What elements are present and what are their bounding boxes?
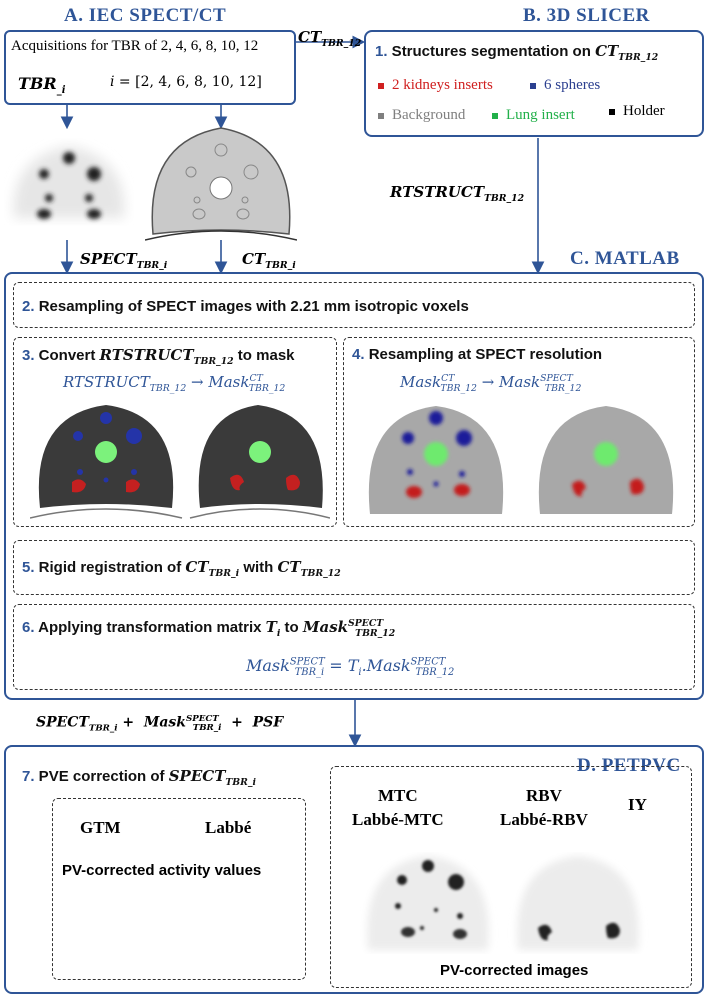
method-mtc: MTC Labbé-MTC [352, 786, 444, 829]
acquisitions-text: Acquisitions for TBR of 2, 4, 6, 8, 10, … [11, 38, 259, 54]
ct-mask-right [189, 405, 330, 519]
legend-spheres: 6 spheres [530, 77, 600, 94]
tbr-i-label: TBR_i [18, 74, 66, 97]
panel-b-box [364, 30, 704, 137]
step3-equation: RTSTRUCTTBR_12 → MaskCTTBR_12 [63, 373, 286, 394]
step3-mask-images [30, 405, 330, 519]
legend-kidneys: 2 kidneys inserts [378, 77, 493, 94]
step3-label: 3. Convert RTSTRUCTTBR_12 to mask [22, 346, 295, 367]
method-gtm: GTM [80, 818, 121, 837]
method-iy: IY [628, 795, 647, 814]
rbv-corrected-image [517, 856, 639, 950]
section-b-title: B. 3D SLICER [523, 5, 650, 26]
corrected-images-box [330, 766, 692, 988]
step1-label: 1. Structures segmentation on CTTBR_12 [375, 42, 659, 63]
step6-box [13, 604, 695, 690]
section-d-title: D. PETPVC [577, 755, 681, 776]
ct-phantom-image [145, 127, 297, 241]
index-definition: i = [2, 4, 6, 8, 10, 12] [110, 74, 262, 90]
step6-equation: MaskSPECTTBR_i = Ti.MaskSPECTTBR_12 [246, 656, 455, 679]
legend-lung: Lung insert [492, 107, 575, 124]
step2-box [13, 282, 695, 328]
legend-holder: Holder [609, 103, 665, 120]
pv-corrected-images [367, 856, 639, 950]
step1-num: 1. [375, 43, 388, 60]
spect-mask-left [368, 406, 504, 514]
section-a-title: A. IEC SPECT/CT [64, 5, 227, 26]
method-labbe: Labbé [205, 818, 252, 837]
mtc-corrected-image [367, 856, 489, 950]
activity-values-caption: PV-corrected activity values [62, 862, 262, 879]
legend-background: Background [378, 107, 465, 124]
label-ct-tbr12: CTTBR_12 [298, 28, 362, 49]
step4-equation: MaskCTTBR_12 → MaskSPECTTBR_12 [400, 373, 582, 394]
ct-mask-left [30, 405, 183, 519]
step2-label: 2. Resampling of SPECT images with 2.21 … [22, 298, 469, 315]
method-rbv: RBV Labbé-RBV [500, 786, 588, 829]
step4-mask-images [368, 406, 674, 514]
panel-d-box [4, 745, 704, 994]
step3-box [13, 337, 337, 527]
corrected-images-caption: PV-corrected images [440, 962, 589, 979]
label-spect-i: SPECTTBR_i [80, 250, 168, 271]
step6-label: 6. Applying transformation matrix Ti to … [22, 618, 396, 639]
section-c-title: C. MATLAB [570, 248, 680, 269]
step4-label: 4. Resampling at SPECT resolution [352, 346, 603, 363]
label-rtstruct: RTSTRUCTTBR_12 [390, 183, 525, 204]
label-inputs-d: SPECTTBR_i + MaskSPECTTBR_i + PSF [36, 714, 284, 734]
panel-a-box [4, 30, 296, 105]
spect-phantom-image [13, 146, 125, 219]
spect-mask-right [538, 406, 674, 514]
step5-label: 5. Rigid registration of CTTBR_i with CT… [22, 558, 341, 579]
panel-c-box [4, 272, 704, 700]
activity-values-box [52, 798, 306, 980]
step4-box [343, 337, 695, 527]
step5-box [13, 540, 695, 595]
step7-label: 7. PVE correction of SPECTTBR_i [22, 767, 257, 788]
label-ct-i: CTTBR_i [242, 250, 296, 271]
